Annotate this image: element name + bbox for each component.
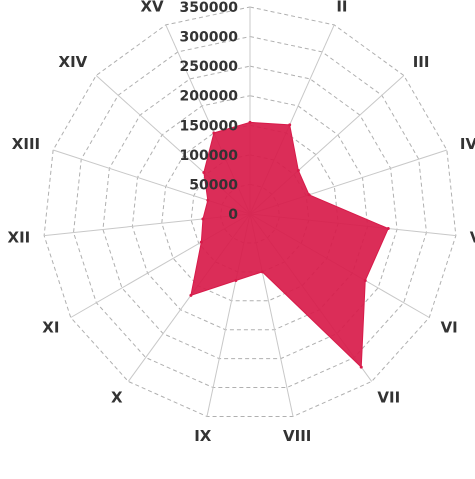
axis-label-XII: XII (8, 229, 31, 247)
axis-label-XI: XI (42, 319, 59, 337)
axis-label-X: X (111, 389, 123, 407)
data-point-III (296, 168, 300, 172)
grid-ring-6 (73, 36, 427, 389)
data-point-XIV (202, 170, 206, 174)
r-tick-label: 200000 (180, 89, 239, 105)
data-point-II (288, 123, 292, 127)
r-tick-label: 100000 (180, 148, 239, 164)
axis-label-VIII: VIII (283, 427, 311, 445)
axis-label-VI: VI (441, 319, 458, 337)
axis-label-XV: XV (140, 0, 164, 16)
data-point-XIII (206, 198, 210, 202)
data-point-I (248, 120, 252, 124)
data-point-VII (359, 365, 363, 369)
axis-label-III: III (413, 53, 430, 71)
r-tick-label: 0 (228, 207, 238, 223)
data-point-X (189, 293, 193, 297)
r-tick-label: 250000 (180, 59, 239, 75)
data-point-XV (212, 131, 216, 135)
data-point-V (386, 227, 390, 231)
radar-series (189, 120, 390, 369)
axis-label-XIV: XIV (59, 53, 88, 71)
axis-label-V: V (470, 229, 475, 247)
data-point-XII (201, 217, 205, 221)
r-tick-label: 300000 (180, 30, 239, 46)
series-area-0 (190, 121, 389, 369)
axis-label-II: II (336, 0, 347, 16)
axis-label-IV: IV (460, 135, 475, 153)
data-point-VIII (260, 270, 264, 274)
r-tick-label: 350000 (180, 0, 239, 16)
data-point-IV (307, 193, 311, 197)
grid-ring-7 (43, 6, 457, 417)
radar-axis-labels: IIIIIIIVVVIVIIVIIIIXXXIXIIXIIIXIVXV (8, 0, 475, 445)
data-point-VI (363, 279, 367, 283)
grid-ring-4 (131, 95, 369, 331)
axis-label-VII: VII (377, 389, 400, 407)
r-tick-label: 150000 (180, 118, 239, 134)
data-point-XI (199, 240, 203, 244)
axis-label-XIII: XIII (12, 135, 40, 153)
data-point-IX (234, 279, 238, 283)
radar-tick-labels: 0 50000 100000 150000 200000 250000 300000 3500… (180, 0, 239, 223)
r-tick-label: 50000 (189, 177, 238, 193)
grid-ring-3 (161, 124, 339, 302)
axis-label-IX: IX (194, 427, 212, 445)
